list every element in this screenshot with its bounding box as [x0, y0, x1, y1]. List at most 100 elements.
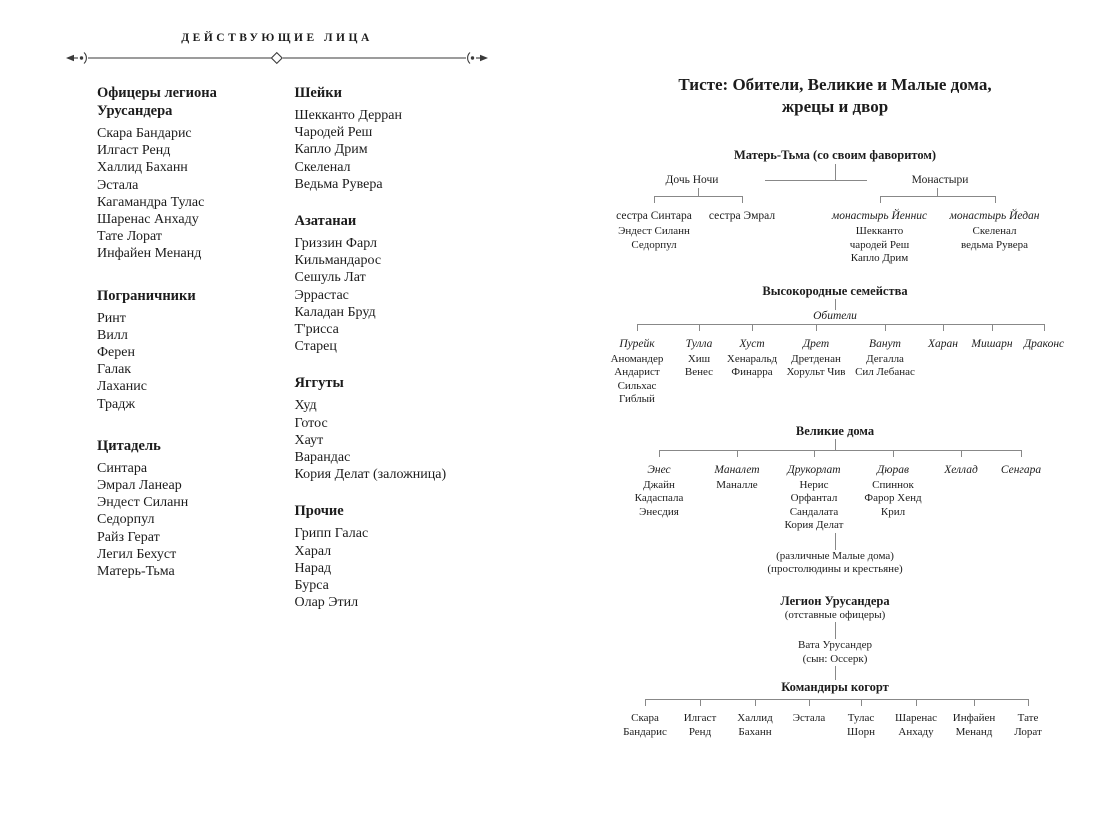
- great-houses-row: Энес Джайн Кадаспала Энесдия Маналет Манал…: [600, 449, 1070, 533]
- house-name: Тулла: [685, 337, 713, 350]
- tree-member: Орфантал: [790, 492, 838, 504]
- house-member-list: Дегалла Сил Лебанас: [851, 353, 919, 380]
- house-name: Друкорлат: [787, 463, 841, 476]
- legion-section: Легион Урусандера (отставные офицеры) Ва…: [600, 594, 1070, 740]
- legion-leader: Вата Урусандер: [798, 639, 872, 651]
- legion-leader-note: (сын: Оссерк): [802, 652, 868, 665]
- tree-house-column: Хуст Хенаральд Финарра: [723, 323, 781, 407]
- section-title: Великие дома: [795, 423, 875, 438]
- tree-member: Эндест Силанн: [618, 225, 690, 237]
- house-name: Сенгара: [1000, 463, 1042, 476]
- tree-member: Крил: [880, 505, 906, 518]
- section-title: Командиры когорт: [781, 680, 889, 694]
- branch-split-row: Дочь Ночи Монастыри: [626, 173, 1006, 188]
- tree-member: Скеленал: [972, 225, 1017, 237]
- cast-name: Илгаст Ренд: [97, 143, 171, 159]
- house-member-list: Хиш Венес: [675, 353, 723, 380]
- cast-section-title: Прочие: [294, 503, 344, 520]
- tree-member: Спиннок: [872, 478, 914, 491]
- tree-member: Гиблый: [619, 393, 655, 405]
- highborn-houses-row: Пурейк Аномандер Андарист Сильхас Гиблый Ту…: [599, 323, 1071, 407]
- tree-member: Шекканто: [855, 225, 904, 237]
- cast-name: Вилл: [97, 327, 128, 343]
- tree-member: Хорульт Чив: [786, 366, 846, 378]
- cast-section-citadel: Цитадель Синтара Эмрал Ланеар Эндест Силан…: [97, 437, 295, 580]
- house-name: Ванут: [869, 337, 901, 350]
- cast-name: Скара Бандарис: [97, 126, 192, 141]
- tree-member: Аномандер: [610, 352, 664, 365]
- tree-house-column: Дрет Дретденан Хорульт Чив: [781, 323, 851, 407]
- lesser-houses-note: (различные Малые дома): [776, 549, 894, 562]
- cast-name: Синтара: [97, 460, 148, 476]
- legion-subtitle: (отставные офицеры): [784, 608, 886, 621]
- cast-name: Старец: [294, 339, 337, 355]
- tree-house-column: Харан: [919, 323, 967, 407]
- commander-name: Скара Бандарис: [623, 712, 667, 738]
- tree-member: Дегалла: [866, 352, 904, 365]
- tree-member: Седорпул: [631, 238, 677, 251]
- cast-name: Готос: [294, 415, 328, 431]
- cast-section-legion-officers: Офицеры легиона Урусандера Скара Бандари…: [97, 84, 295, 263]
- cast-section-shake: Шейки Шекканто Дерран Чародей Реш Капло Др…: [295, 84, 493, 193]
- tree-house-column: Дюрав Спиннок Фарор Хенд Крил: [854, 449, 932, 533]
- cast-name-list: Шекканто Дерран Чародей Реш Капло Дрим Скел…: [295, 107, 493, 193]
- connector-line: [834, 666, 836, 680]
- cast-name-list: Скара Бандарис Илгаст Ренд Халлид Баханн Эс…: [97, 125, 295, 263]
- cast-name: Легил Бехуст: [97, 546, 177, 562]
- mother-dark-section: Матерь-Тьма (со своим фаворитом) Дочь Но…: [600, 148, 1070, 264]
- cast-name: Грипп Галас: [294, 526, 369, 542]
- tree-member: Дретденан: [791, 352, 841, 365]
- tree-member: Хиш: [687, 352, 711, 365]
- commander-column: Халлид Баханн: [727, 699, 783, 739]
- tree-member: Сильхас: [617, 379, 657, 392]
- cast-section-title: Азатанаи: [294, 213, 357, 230]
- cast-name: Эррастас: [294, 287, 349, 303]
- cast-name-list: Ринт Вилл Ферен Галак Лаханис Традж: [97, 310, 295, 413]
- cast-section-title: Цитадель: [97, 437, 161, 454]
- tree-group-column: монастырь Йеннис Шекканто чародей Реш Капл…: [822, 196, 937, 266]
- tree-member: Финарра: [731, 366, 773, 378]
- tree-house-column: Пурейк Аномандер Андарист Сильхас Гиблый: [599, 323, 675, 407]
- daughter-of-night-subtree: сестра Синтара Эндест Силанн Седорпул сес…: [610, 188, 786, 252]
- cast-name: Гриззин Фарл: [294, 236, 378, 252]
- highborn-section: Высокородные семейства Обители Пурейк Ан…: [600, 284, 1070, 407]
- cast-name: Седорпул: [97, 512, 155, 528]
- house-member-list: Джайн Кадаспала Энесдия: [618, 479, 700, 520]
- branch-label-monasteries: Монастыри: [911, 174, 969, 186]
- connector-line: [697, 188, 699, 196]
- group-member-list: Эндест Силанн Седорпул: [610, 225, 698, 252]
- commander-name: Тулас Шорн: [847, 712, 875, 738]
- cast-name: Капло Дрим: [294, 142, 368, 158]
- tree-house-column: Драконс: [1017, 323, 1071, 407]
- house-name: Хеллад: [944, 463, 978, 476]
- cast-name: Нарад: [294, 560, 332, 576]
- cast-name: Инфайен Менанд: [97, 246, 202, 262]
- house-member-list: Аномандер Андарист Сильхас Гиблый: [599, 353, 675, 407]
- tree-root-label: Матерь-Тьма (со своим фаворитом): [733, 148, 937, 162]
- connector-line: [765, 180, 867, 181]
- house-member-list: Спиннок Фарор Хенд Крил: [854, 479, 932, 520]
- house-member-list: Дретденан Хорульт Чив: [781, 353, 851, 380]
- group-header: монастырь Йедан: [949, 210, 1040, 222]
- cast-column-2: Шейки Шекканто Дерран Чародей Реш Капло Др…: [295, 84, 493, 630]
- cast-name: Ринт: [97, 310, 126, 326]
- cast-section-title: Офицеры легиона Урусандера: [97, 85, 217, 119]
- tree-group-column: сестра Эмрал: [698, 196, 786, 252]
- tree-member: Джайн: [643, 478, 675, 491]
- cast-name: Эндест Силанн: [97, 495, 189, 511]
- group-member-list: Шекканто чародей Реш Капло Дрим: [822, 225, 937, 266]
- connector-line: [834, 622, 836, 639]
- tree-member: Венес: [684, 366, 714, 378]
- tree-member: Фарор Хенд: [864, 492, 922, 504]
- cast-name: Шекканто Дерран: [294, 108, 403, 123]
- tree-member: Энесдия: [639, 505, 679, 518]
- commander-column: Тате Лорат: [1003, 699, 1053, 739]
- tree-member: Маналле: [716, 478, 758, 491]
- group-header: сестра Синтара: [616, 210, 692, 222]
- commander-name: Эстала: [792, 712, 826, 724]
- cast-name: Традж: [97, 396, 136, 412]
- cast-name: Эстала: [97, 177, 139, 193]
- tree-member: Андарист: [614, 366, 660, 378]
- house-name: Маналет: [714, 463, 760, 476]
- house-name: Дрет: [802, 337, 830, 350]
